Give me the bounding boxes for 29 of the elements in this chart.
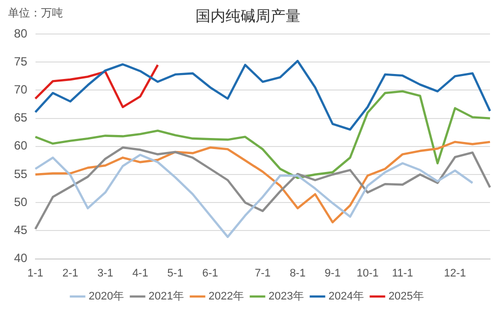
- y-tick-label: 60: [14, 138, 28, 153]
- legend-label: 2025年: [388, 290, 424, 303]
- x-tick-label: 3-1: [97, 267, 114, 280]
- x-tick-label: 9-1: [324, 267, 341, 280]
- x-tick-label: 6-1: [202, 267, 218, 280]
- legend-label: 2020年: [88, 290, 124, 303]
- x-tick-label: 8-1: [290, 267, 306, 280]
- x-tick-label: 11-1: [392, 267, 414, 280]
- y-tick-label: 80: [14, 26, 28, 40]
- text: 单位：万吨: [8, 6, 63, 20]
- x-tick-label: 4-1: [132, 267, 148, 280]
- x-tick-label: 12-1: [444, 267, 466, 280]
- y-tick-label: 40: [14, 251, 28, 266]
- legend-label: 2024年: [328, 290, 364, 303]
- x-tick-label: 1-1: [27, 267, 44, 280]
- x-tick-label: 10-1: [356, 267, 379, 280]
- x-tick-label: 7-1: [254, 267, 271, 280]
- x-tick-label: 2-1: [62, 267, 78, 280]
- y-tick-label: 65: [14, 110, 28, 125]
- x-tick-label: 5-1: [167, 267, 184, 280]
- y-tick-label: 45: [14, 223, 28, 238]
- y-tick-label: 75: [14, 54, 28, 68]
- y-tick-label: 55: [14, 166, 28, 181]
- chart-title: 国内纯碱周产量: [196, 8, 300, 26]
- legend-label: 2021年: [148, 290, 184, 303]
- legend-label: 2023年: [268, 290, 304, 303]
- legend-label: 2022年: [208, 290, 244, 303]
- y-tick-label: 70: [14, 82, 28, 97]
- y-tick-label: 50: [14, 194, 28, 209]
